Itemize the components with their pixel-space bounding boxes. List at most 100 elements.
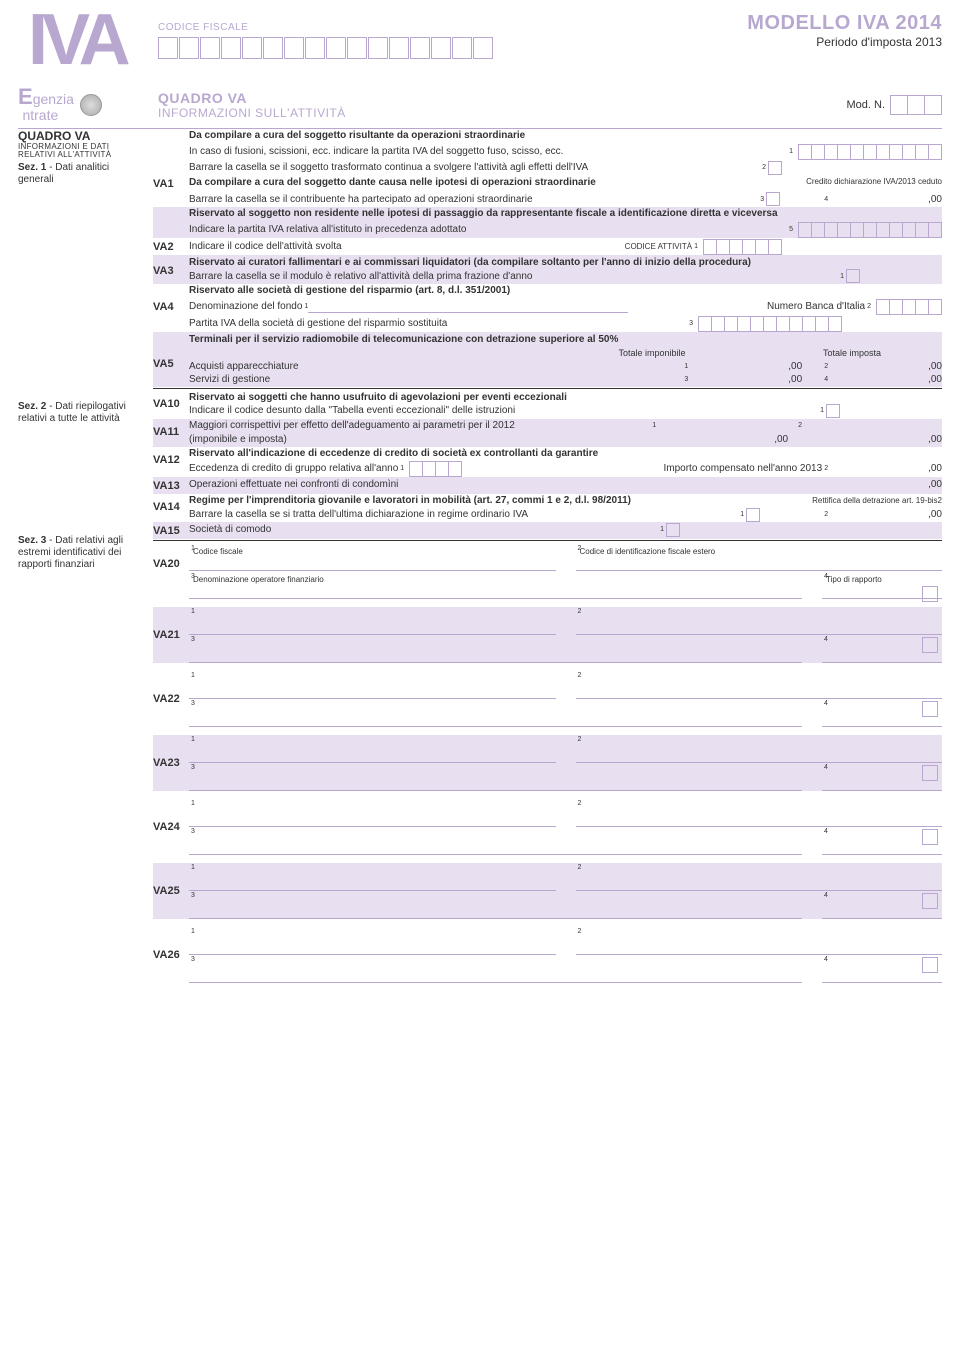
va23-field-3[interactable]: 3	[189, 763, 802, 791]
va24-field-3[interactable]: 3	[189, 827, 802, 855]
header: IVA CODICE FISCALE MODELLO IVA 2014 Peri…	[18, 12, 942, 70]
modello-title: MODELLO IVA 2014	[742, 12, 942, 35]
content: Da compilare a cura del soggetto risulta…	[153, 129, 942, 984]
mod-n-input[interactable]	[891, 95, 942, 115]
va22-label: VA22	[153, 671, 189, 727]
va4-heading: Riservato alle società di gestione del r…	[189, 284, 942, 298]
main: QUADRO VA INFORMAZIONI E DATI RELATIVI A…	[18, 129, 942, 984]
va1-heading: Da compilare a cura del soggetto risulta…	[189, 129, 942, 143]
va3-line1: Barrare la casella se il modulo è relati…	[189, 269, 942, 283]
va24-row: VA24 1 2 3 4	[153, 799, 942, 855]
va4-banca-input[interactable]	[877, 299, 942, 315]
va21-field-3[interactable]: 3	[189, 635, 802, 663]
sez1-label: Sez. 1 - Dati analitici generali	[18, 162, 147, 186]
va5-heading: Terminali per il servizio radiomobile di…	[189, 333, 942, 347]
va2-label: VA2	[153, 239, 189, 255]
va24-field-2[interactable]: 2	[576, 799, 943, 827]
va26-field-2[interactable]: 2	[576, 927, 943, 955]
va3-heading: Riservato ai curatori fallimentari e ai …	[189, 256, 942, 270]
va12-anno-input[interactable]	[410, 461, 462, 477]
agenzia-entrate-logo: Egenzia ntrate	[18, 86, 158, 124]
va5-label: VA5	[153, 347, 189, 372]
va1-line2: Barrare la casella se il soggetto trasfo…	[189, 161, 942, 175]
codice-fiscale-label: CODICE FISCALE	[158, 22, 742, 33]
va15-input[interactable]	[666, 523, 680, 537]
va23-field-2[interactable]: 2	[576, 735, 943, 763]
form-page: IVA CODICE FISCALE MODELLO IVA 2014 Peri…	[0, 0, 960, 995]
va20-tipo-input[interactable]: 4 Tipo di rapporto	[822, 571, 942, 599]
va10-line1: Indicare il codice desunto dalla "Tabell…	[189, 404, 942, 418]
emblem-icon	[80, 94, 102, 116]
va3-checkbox[interactable]	[846, 269, 860, 283]
va20-cie-input[interactable]: 2 Codice di identificazione fiscale este…	[576, 543, 943, 571]
va1-piva5-input[interactable]	[799, 222, 942, 238]
va26-field-3[interactable]: 3	[189, 955, 802, 983]
va25-field-1[interactable]: 1	[189, 863, 556, 891]
va5-col1: Totale imponibile	[562, 347, 742, 359]
codice-fiscale-input[interactable]	[158, 37, 742, 59]
va25-row: VA25 1 2 3 4	[153, 863, 942, 919]
va11-label: VA11	[153, 419, 189, 440]
quadro-heading: QUADRO VA INFORMAZIONI SULL'ATTIVITÀ	[158, 90, 346, 120]
va22-field-4[interactable]: 4	[822, 699, 942, 727]
va15-label: VA15	[153, 523, 189, 539]
sez2-label: Sez. 2 - Dati riepilogativi relativi a t…	[18, 401, 147, 425]
va23-field-1[interactable]: 1	[189, 735, 556, 763]
va26-label: VA26	[153, 927, 189, 983]
va3-label: VA3	[153, 256, 189, 279]
va25-field-4[interactable]: 4	[822, 891, 942, 919]
va1-checkbox-3[interactable]	[766, 192, 780, 206]
va22-field-2[interactable]: 2	[576, 671, 943, 699]
va1-piva-input[interactable]	[799, 144, 942, 160]
va26-field-4[interactable]: 4	[822, 955, 942, 983]
va20-den-input[interactable]: 3 Denominazione operatore finanziario	[189, 571, 802, 599]
va10-code-input[interactable]	[826, 404, 840, 418]
va20-cf-input[interactable]: 1 Codice fiscale	[189, 543, 556, 571]
va15-line: Società di comodo 1	[189, 523, 942, 537]
va1-line3: Da compilare a cura del soggetto dante c…	[189, 176, 942, 190]
va26-field-1[interactable]: 1	[189, 927, 556, 955]
va4-line2: Partita IVA della società di gestione de…	[189, 316, 942, 332]
va21-field-2[interactable]: 2	[576, 607, 943, 635]
va23-field-4[interactable]: 4	[822, 763, 942, 791]
va14-line1: Barrare la casella se si tratta dell'ult…	[189, 508, 942, 522]
va10-label: VA10	[153, 391, 189, 412]
va24-field-4[interactable]: 4	[822, 827, 942, 855]
va4-line1: Denominazione del fondo1 Numero Banca d'…	[189, 299, 942, 315]
va12-heading: Riservato all'indicazione di eccedenze d…	[189, 447, 942, 461]
subheader: Egenzia ntrate QUADRO VA INFORMAZIONI SU…	[18, 86, 942, 124]
header-right: MODELLO IVA 2014 Periodo d'imposta 2013	[742, 12, 942, 49]
va4-piva-input[interactable]	[699, 316, 842, 332]
va5-row1: Acquisti apparecchiature 1,00 2,00	[189, 360, 942, 374]
va20-label: VA20	[153, 543, 189, 572]
va5-col2: Totale imposta	[762, 347, 942, 359]
va13-line: Operazioni effettuate nei confronti di c…	[189, 478, 942, 492]
va21-field-1[interactable]: 1	[189, 607, 556, 635]
va22-row: VA22 1 2 3 4	[153, 671, 942, 727]
va1-checkbox-2[interactable]	[768, 161, 782, 175]
va14-label: VA14	[153, 494, 189, 515]
va24-field-1[interactable]: 1	[189, 799, 556, 827]
va24-label: VA24	[153, 799, 189, 855]
va21-field-4[interactable]: 4	[822, 635, 942, 663]
iva-logo: IVA	[18, 12, 158, 70]
va4-fondo-input[interactable]	[308, 301, 628, 313]
periodo-label: Periodo d'imposta 2013	[742, 35, 942, 49]
va22-field-3[interactable]: 3	[189, 699, 802, 727]
va1-line1: In caso di fusioni, scissioni, ecc. indi…	[189, 144, 942, 160]
va23-row: VA23 1 2 3 4	[153, 735, 942, 791]
va25-field-2[interactable]: 2	[576, 863, 943, 891]
va13-label: VA13	[153, 478, 189, 494]
va22-field-1[interactable]: 1	[189, 671, 556, 699]
va1-line5: Riservato al soggetto non residente nell…	[189, 207, 942, 221]
va21-label: VA21	[153, 607, 189, 663]
va25-field-3[interactable]: 3	[189, 891, 802, 919]
va2-line: Indicare il codice dell'attività svolta …	[189, 239, 942, 255]
va23-label: VA23	[153, 735, 189, 791]
header-middle: CODICE FISCALE	[158, 12, 742, 59]
va14-heading: Regime per l'imprenditoria giovanile e l…	[189, 494, 942, 508]
va1-line6: Indicare la partita IVA relativa all'ist…	[189, 222, 942, 238]
va1-line4: Barrare la casella se il contribuente ha…	[189, 192, 942, 206]
va2-code-input[interactable]	[704, 239, 782, 255]
va14-checkbox[interactable]	[746, 508, 760, 522]
